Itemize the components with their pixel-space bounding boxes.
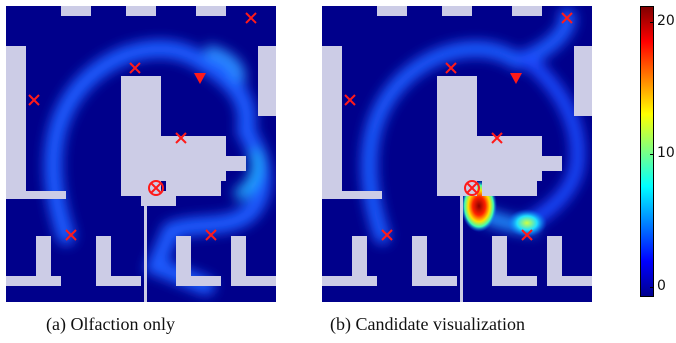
colorbar-tick-label: 10 (657, 145, 675, 161)
hotspot (507, 209, 547, 237)
caption-candidate: (b) Candidate visualization (330, 314, 525, 335)
colorbar-tick (650, 22, 654, 23)
heatmap-panel-candidate (322, 6, 592, 302)
heatmap-panel-olfaction (6, 6, 276, 302)
colorbar-tick-label: 0 (657, 278, 666, 294)
colorbar-tick-label: 20 (657, 13, 675, 29)
caption-olfaction: (a) Olfaction only (46, 314, 175, 335)
colorbar-tick (650, 154, 654, 155)
colorbar (640, 6, 654, 297)
colorbar-tick (650, 287, 654, 288)
